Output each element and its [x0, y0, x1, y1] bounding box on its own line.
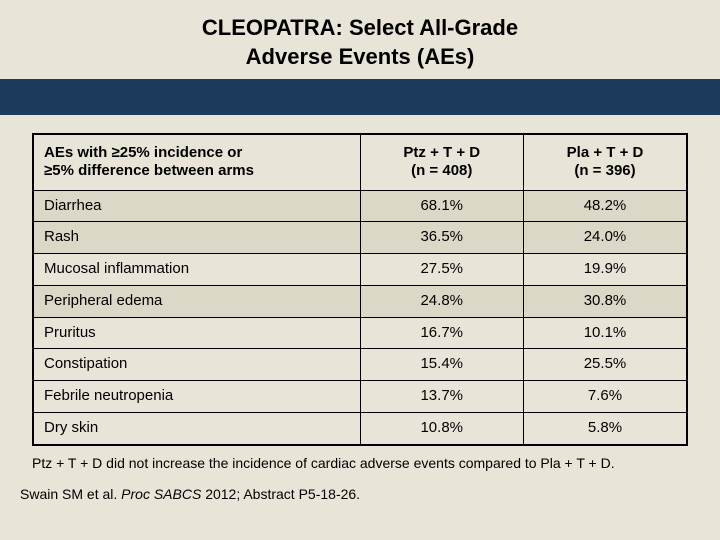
ae-label: Peripheral edema	[33, 285, 360, 317]
ae-ptz: 16.7%	[360, 317, 524, 349]
ae-ptz: 15.4%	[360, 349, 524, 381]
col-header-pla: Pla + T + D (n = 396)	[524, 134, 688, 190]
table-row: Dry skin 10.8% 5.8%	[33, 412, 687, 444]
citation: Swain SM et al. Proc SABCS 2012; Abstrac…	[0, 472, 720, 502]
table-row: Diarrhea 68.1% 48.2%	[33, 190, 687, 222]
ae-label: Mucosal inflammation	[33, 254, 360, 286]
ae-pla: 48.2%	[524, 190, 688, 222]
col-header-ae: AEs with ≥25% incidence or ≥5% differenc…	[33, 134, 360, 190]
col-header-pla-line1: Pla + T + D	[567, 144, 644, 161]
ae-ptz: 10.8%	[360, 412, 524, 444]
ae-label: Constipation	[33, 349, 360, 381]
ae-ptz: 27.5%	[360, 254, 524, 286]
ae-pla: 19.9%	[524, 254, 688, 286]
col-header-ae-line1: AEs with ≥25% incidence or	[44, 144, 242, 161]
ae-table: AEs with ≥25% incidence or ≥5% differenc…	[32, 133, 688, 446]
col-header-pla-line2: (n = 396)	[574, 162, 635, 179]
citation-prefix: Swain SM et al.	[20, 486, 121, 502]
ae-label: Febrile neutropenia	[33, 381, 360, 413]
title-line-1: CLEOPATRA: Select All-Grade	[202, 15, 518, 40]
ae-table-container: AEs with ≥25% incidence or ≥5% differenc…	[0, 115, 720, 446]
ae-ptz: 24.8%	[360, 285, 524, 317]
ae-label: Dry skin	[33, 412, 360, 444]
ae-pla: 24.0%	[524, 222, 688, 254]
table-row: Constipation 15.4% 25.5%	[33, 349, 687, 381]
ae-pla: 10.1%	[524, 317, 688, 349]
table-row: Peripheral edema 24.8% 30.8%	[33, 285, 687, 317]
footnote: Ptz + T + D did not increase the inciden…	[0, 446, 720, 472]
ae-pla: 30.8%	[524, 285, 688, 317]
col-header-ptz: Ptz + T + D (n = 408)	[360, 134, 524, 190]
table-header-row: AEs with ≥25% incidence or ≥5% differenc…	[33, 134, 687, 190]
slide-title: CLEOPATRA: Select All-Grade Adverse Even…	[0, 0, 720, 79]
table-row: Mucosal inflammation 27.5% 19.9%	[33, 254, 687, 286]
col-header-ptz-line1: Ptz + T + D	[403, 144, 480, 161]
ae-label: Diarrhea	[33, 190, 360, 222]
table-row: Rash 36.5% 24.0%	[33, 222, 687, 254]
header-band	[0, 79, 720, 115]
ae-label: Pruritus	[33, 317, 360, 349]
ae-ptz: 13.7%	[360, 381, 524, 413]
table-row: Febrile neutropenia 13.7% 7.6%	[33, 381, 687, 413]
ae-pla: 5.8%	[524, 412, 688, 444]
ae-table-body: Diarrhea 68.1% 48.2% Rash 36.5% 24.0% Mu…	[33, 190, 687, 445]
col-header-ptz-line2: (n = 408)	[411, 162, 472, 179]
ae-ptz: 68.1%	[360, 190, 524, 222]
col-header-ae-line2: ≥5% difference between arms	[44, 162, 254, 179]
citation-suffix: 2012; Abstract P5-18-26.	[205, 486, 360, 502]
citation-italic: Proc SABCS	[121, 486, 205, 502]
title-line-2: Adverse Events (AEs)	[246, 44, 475, 69]
table-row: Pruritus 16.7% 10.1%	[33, 317, 687, 349]
ae-pla: 25.5%	[524, 349, 688, 381]
ae-ptz: 36.5%	[360, 222, 524, 254]
ae-label: Rash	[33, 222, 360, 254]
ae-pla: 7.6%	[524, 381, 688, 413]
